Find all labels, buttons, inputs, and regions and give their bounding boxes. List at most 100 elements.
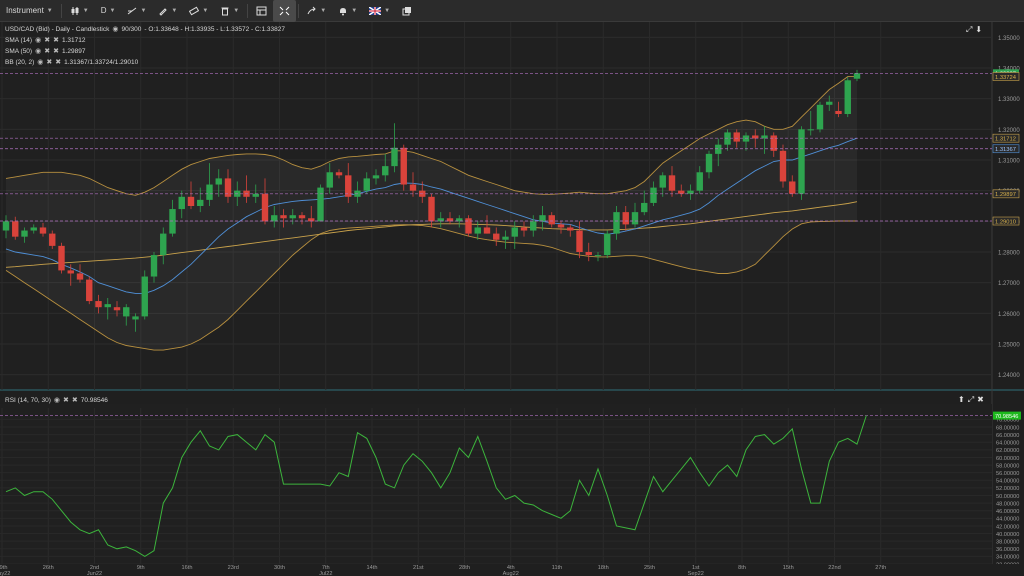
bell-icon	[340, 7, 347, 15]
rsi-value: 70.98546	[80, 396, 108, 404]
symbol-title: USD/CAD (Bid) - Daily - Candlestick	[5, 25, 110, 33]
candle-body	[30, 227, 37, 231]
candle-body	[345, 175, 352, 197]
trash-dropdown[interactable]: ▼	[214, 0, 245, 22]
chart-canvas[interactable]: 1.350001.340001.330001.320001.310001.300…	[0, 22, 1024, 576]
candle	[335, 169, 343, 179]
alerts-dropdown[interactable]: ▼	[332, 0, 363, 22]
candle	[160, 227, 167, 265]
time-tick-label: 9th	[137, 565, 145, 571]
candle	[372, 169, 380, 185]
rsi-tick-label: 70.00000	[996, 418, 1019, 424]
rsi-plot-background	[0, 404, 992, 564]
move-down-icon[interactable]: ⬇	[975, 25, 983, 34]
candle	[123, 304, 130, 326]
candle	[807, 110, 814, 136]
candle	[511, 221, 518, 249]
candle-body	[807, 129, 814, 131]
candle	[520, 221, 528, 237]
candle-body	[76, 273, 84, 280]
candle	[39, 222, 47, 237]
rsi-tick-label: 68.00000	[996, 425, 1019, 431]
candle-body	[678, 190, 685, 194]
candle-body	[798, 129, 805, 194]
rsi-value-tag: 70.98546	[993, 411, 1021, 420]
rsi-value-tag-box	[993, 411, 1021, 420]
candle	[67, 264, 74, 286]
maximize-icon[interactable]: ⤢	[967, 395, 975, 404]
candle-body	[141, 276, 148, 317]
close-icon[interactable]: ✖	[55, 59, 62, 66]
time-tick-label: 22nd	[828, 565, 840, 571]
rsi-tick-label: 60.00000	[996, 456, 1019, 462]
instrument-dropdown[interactable]: Instrument ▼	[0, 0, 59, 22]
maximize-icon[interactable]: ⤢	[966, 25, 973, 34]
ruler-dropdown[interactable]: ▼	[183, 0, 214, 22]
candle-body	[853, 73, 861, 79]
copy-icon	[402, 6, 412, 15]
settings-icon[interactable]: ✖	[46, 59, 53, 66]
fit-button[interactable]	[273, 0, 297, 22]
main-panel-controls: ⤢ ⬇	[966, 25, 982, 35]
close-icon[interactable]: ✖	[53, 48, 59, 55]
candle-body	[742, 135, 750, 142]
bb-legend: BB (20, 2) ◉ ✖ ✖ 1.31367/1.33724/1.29010	[5, 58, 138, 67]
candle-body	[280, 215, 287, 219]
time-tick-sublabel: Jul22	[319, 571, 332, 576]
chevron-down-icon: ▼	[140, 7, 147, 14]
eye-icon[interactable]: ◉	[35, 48, 42, 55]
candle	[197, 187, 204, 213]
settings-icon[interactable]: ✖	[63, 397, 69, 404]
time-tick-sublabel: Jun22	[87, 571, 102, 576]
candle-body	[567, 227, 574, 231]
close-icon[interactable]: ✖	[53, 37, 59, 44]
share-dropdown[interactable]: ▼	[301, 0, 332, 22]
draw-line-dropdown[interactable]: ▼	[121, 0, 152, 22]
eye-icon[interactable]: ◉	[37, 59, 44, 66]
settings-icon[interactable]: ✖	[44, 48, 51, 55]
price-tag: 1.31712	[992, 133, 1020, 143]
candle	[141, 270, 148, 320]
time-tick-label: 26th	[43, 565, 54, 571]
candle	[345, 163, 352, 203]
draw-line-icon	[128, 7, 137, 14]
candle-body	[557, 224, 565, 228]
copy-button[interactable]	[396, 0, 418, 22]
close-panel-icon[interactable]: ✖	[977, 395, 984, 404]
price-tick-label: 1.25000	[998, 343, 1020, 349]
candle	[539, 206, 546, 231]
candle-body	[733, 132, 740, 142]
rsi-value-tag-label: 70.98546	[995, 414, 1018, 420]
candle	[613, 206, 620, 240]
eye-icon[interactable]: ◉	[35, 37, 42, 44]
candle-body	[215, 178, 222, 185]
toolbar-divider	[247, 3, 249, 18]
chart-type-dropdown[interactable]: ▼	[64, 0, 95, 22]
language-dropdown[interactable]: ▼	[363, 0, 396, 22]
eye-icon[interactable]: ◉	[53, 397, 60, 404]
settings-icon[interactable]: ✖	[44, 37, 51, 44]
move-up-icon[interactable]: ⬆	[958, 395, 965, 404]
candle-body	[123, 307, 130, 317]
close-icon[interactable]: ✖	[71, 397, 78, 404]
price-axis[interactable]: 1.350001.340001.330001.320001.310001.300…	[998, 36, 1020, 379]
rsi-path	[5, 415, 867, 557]
candle-body	[511, 227, 518, 237]
candle	[483, 215, 491, 234]
candle	[382, 153, 389, 182]
candle	[437, 212, 444, 228]
rsi-tick-label: 58.00000	[996, 463, 1019, 469]
price-tag-box	[992, 189, 1020, 199]
price-tag-label: 1.29897	[995, 192, 1016, 198]
candle	[816, 101, 824, 133]
panel-button[interactable]	[250, 0, 273, 22]
pencil-dropdown[interactable]: ▼	[152, 0, 183, 22]
candle	[215, 169, 222, 197]
period-dropdown[interactable]: D ▼	[95, 0, 122, 22]
price-tick-label: 1.35000	[998, 36, 1020, 42]
eye-icon[interactable]: ◉	[112, 26, 119, 33]
candle-body	[761, 135, 768, 139]
rsi-legend: RSI (14, 70, 30) ◉ ✖ ✖ 70.98546	[5, 396, 108, 405]
